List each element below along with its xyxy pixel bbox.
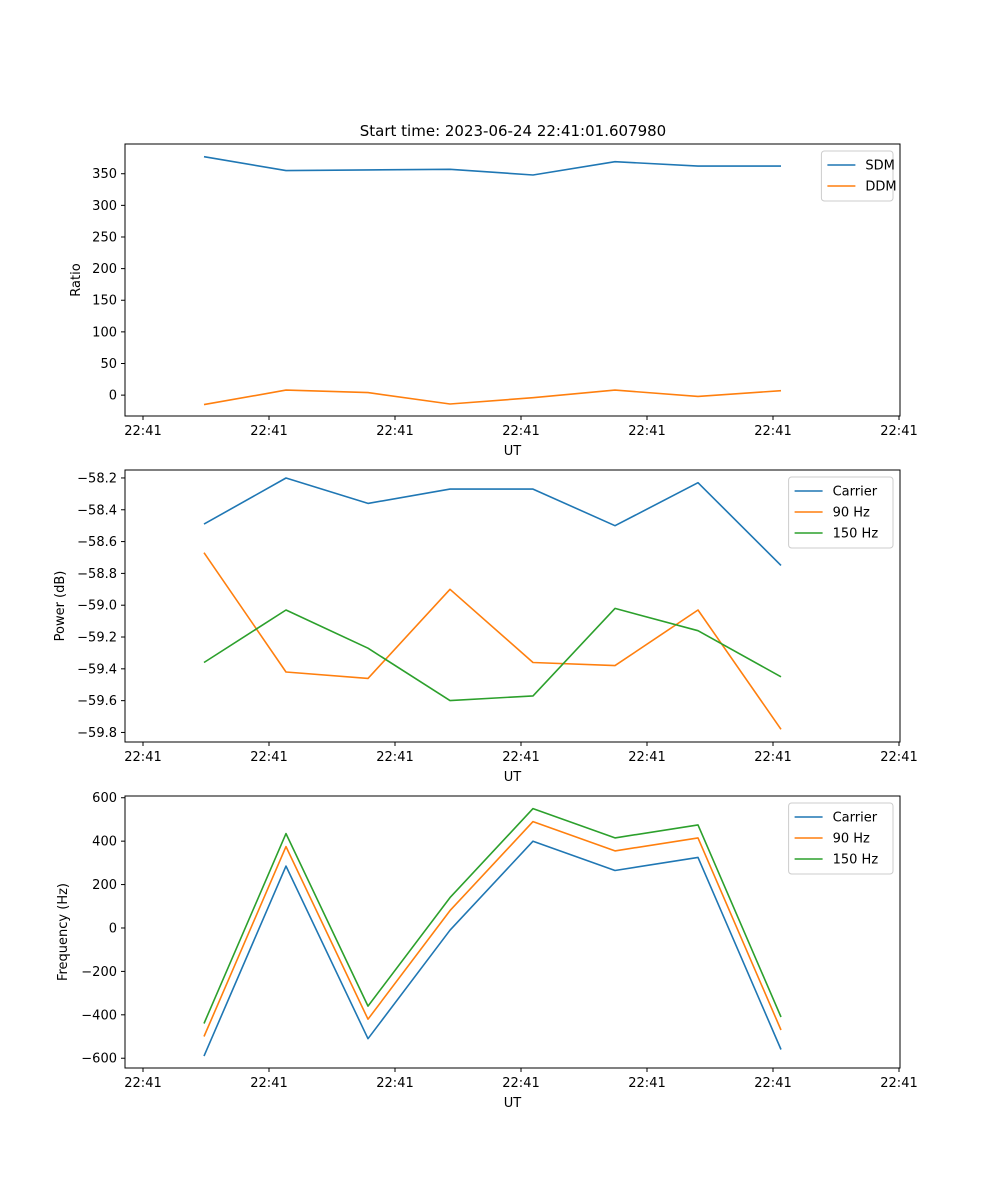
figure-title: Start time: 2023-06-24 22:41:01.607980 <box>360 122 666 140</box>
ratio-y-tick-label: 50 <box>100 357 117 372</box>
ratio-legend: SDM DDM <box>820 150 897 202</box>
ratio-x-tick-label: 22:41 <box>502 424 539 439</box>
frequency-x-tick-label: 22:41 <box>250 1076 287 1091</box>
frequency-legend-label-90-hz: 90 Hz <box>833 832 870 847</box>
ratio-x-tick-label: 22:41 <box>124 424 161 439</box>
ratio-y-axis-label: Ratio <box>69 263 84 296</box>
power-x-axis-label: UT <box>504 770 522 785</box>
frequency-y-tick-label: −400 <box>81 1008 117 1023</box>
ratio-x-tick-label: 22:41 <box>250 424 287 439</box>
power-legend: Carrier 90 Hz 150 Hz <box>788 476 894 549</box>
power-x-tick-label: 22:41 <box>754 750 791 765</box>
frequency-y-tick-label: 200 <box>92 878 117 893</box>
power-legend-box <box>788 476 894 549</box>
ratio-legend-label-sdm: SDM <box>865 159 894 174</box>
power-series-carrier-line <box>203 477 782 566</box>
frequency-legend-label-150-hz: 150 Hz <box>833 853 879 868</box>
frequency-y-tick-label: −600 <box>81 1052 117 1067</box>
frequency-legend: Carrier 90 Hz 150 Hz <box>788 802 894 875</box>
ratio-y-tick-label: 150 <box>92 294 117 309</box>
ratio-y-tick-label: 100 <box>92 325 117 340</box>
ratio-series-sdm-line <box>203 155 781 176</box>
power-y-tick-label: −59.8 <box>77 726 117 741</box>
power-y-tick-label: −59.2 <box>77 631 117 646</box>
power-y-tick-label: −58.2 <box>77 471 117 486</box>
power-x-tick-label: 22:41 <box>250 750 287 765</box>
ratio-legend-box <box>820 150 894 202</box>
power-y-axis-label: Power (dB) <box>53 571 68 642</box>
frequency-x-axis-label: UT <box>504 1096 522 1111</box>
power-legend-label-90-hz: 90 Hz <box>833 506 870 521</box>
power-y-tick-label: −59.0 <box>77 599 117 614</box>
ratio-y-tick-label: 300 <box>92 199 117 214</box>
frequency-y-tick-label: 600 <box>92 791 117 806</box>
ratio-legend-label-ddm: DDM <box>865 180 896 195</box>
power-subplot: 22:41 22:41 22:41 22:41 22:41 22:41 22:41 −59.8… <box>53 469 918 785</box>
frequency-series-90-hz-line <box>203 820 782 1037</box>
ratio-y-tick-label: 0 <box>109 389 117 404</box>
ratio-y-tick-label: 350 <box>92 167 117 182</box>
frequency-x-tick-label: 22:41 <box>754 1076 791 1091</box>
frequency-axes-frame <box>124 795 901 1069</box>
power-legend-label-carrier: Carrier <box>833 485 878 500</box>
ratio-x-axis-label: UT <box>504 444 522 459</box>
power-legend-label-150-hz: 150 Hz <box>833 527 879 542</box>
frequency-y-tick-label: −200 <box>81 965 117 980</box>
ratio-y-tick-label: 250 <box>92 230 117 245</box>
power-x-tick-label: 22:41 <box>124 750 161 765</box>
power-series-150-hz-line <box>203 607 782 702</box>
power-y-tick-label: −59.4 <box>77 662 117 677</box>
ratio-subplot: 22:41 22:41 22:41 22:41 22:41 22:41 22:41 0 50 10… <box>69 143 918 459</box>
frequency-y-tick-label: 400 <box>92 835 117 850</box>
frequency-x-tick-label: 22:41 <box>376 1076 413 1091</box>
power-axes-frame <box>124 469 901 743</box>
frequency-x-tick-label: 22:41 <box>124 1076 161 1091</box>
frequency-x-tick-label: 22:41 <box>628 1076 665 1091</box>
ratio-axes-frame <box>124 143 901 417</box>
ratio-x-tick-label: 22:41 <box>754 424 791 439</box>
power-y-tick-label: −58.4 <box>77 503 117 518</box>
power-x-tick-label: 22:41 <box>628 750 665 765</box>
ratio-y-tick-label: 200 <box>92 262 117 277</box>
frequency-x-tick-label: 22:41 <box>880 1076 917 1091</box>
frequency-subplot: 22:41 22:41 22:41 22:41 22:41 22:41 22:41 −600 −… <box>56 791 918 1111</box>
ratio-x-tick-label: 22:41 <box>880 424 917 439</box>
frequency-legend-label-carrier: Carrier <box>833 811 878 826</box>
frequency-series-150-hz-line <box>203 807 782 1024</box>
power-x-tick-label: 22:41 <box>880 750 917 765</box>
power-y-tick-label: −58.8 <box>77 567 117 582</box>
power-y-tick-label: −58.6 <box>77 535 117 550</box>
frequency-x-tick-label: 22:41 <box>502 1076 539 1091</box>
power-series-90-hz-line <box>203 552 782 730</box>
frequency-y-tick-label: 0 <box>109 921 117 936</box>
ratio-series-ddm-line <box>203 389 782 406</box>
power-x-tick-label: 22:41 <box>376 750 413 765</box>
power-y-tick-label: −59.6 <box>77 694 117 709</box>
ratio-x-tick-label: 22:41 <box>376 424 413 439</box>
ratio-x-tick-label: 22:41 <box>628 424 665 439</box>
power-x-tick-label: 22:41 <box>502 750 539 765</box>
frequency-y-axis-label: Frequency (Hz) <box>56 883 71 981</box>
frequency-legend-box <box>788 802 894 875</box>
frequency-series-carrier-line <box>203 840 782 1057</box>
